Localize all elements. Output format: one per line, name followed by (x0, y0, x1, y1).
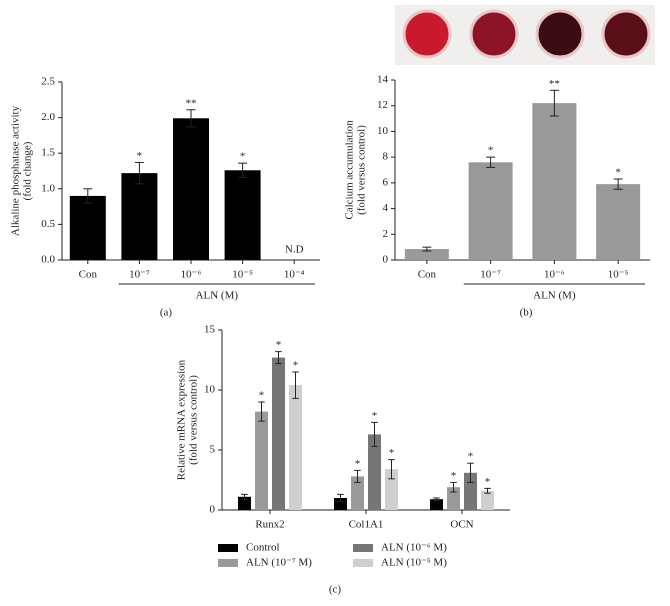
panel-label: (c) (329, 584, 342, 596)
legend-label: Control (246, 542, 280, 554)
y-tick-label: 2 (383, 228, 389, 240)
well (535, 9, 585, 59)
y-tick-label: 1.0 (41, 182, 55, 194)
bar (173, 118, 209, 260)
y-tick-label: 5 (210, 444, 216, 456)
panel-label: (a) (160, 307, 173, 319)
legend-swatch (218, 544, 238, 552)
bar (385, 469, 398, 510)
y-tick-label: 8 (383, 151, 389, 163)
y-tick-label: 2.5 (41, 76, 55, 88)
bar (289, 385, 302, 510)
bar (334, 498, 347, 510)
group-label: ALN (M) (196, 290, 239, 302)
well (469, 9, 519, 59)
x-tick-label: 10⁻⁷ (129, 269, 150, 281)
bar (596, 184, 641, 260)
y-tick-label: 10 (377, 125, 389, 137)
x-tick-label: Con (79, 269, 98, 281)
y-axis-label: (fold versus control) (356, 125, 368, 215)
x-tick-label: 10⁻⁴ (284, 269, 305, 281)
significance-label: ** (186, 97, 197, 109)
annotation: N.D (285, 244, 304, 256)
x-tick-label: OCN (450, 519, 473, 531)
x-tick-label: Runx2 (255, 519, 284, 531)
y-tick-label: 0.0 (41, 254, 55, 266)
y-axis-label: Alkaline phosphatase activity (10, 105, 22, 236)
significance-label: * (293, 360, 299, 372)
y-tick-label: 6 (383, 176, 389, 188)
bar (468, 162, 513, 260)
significance-label: * (372, 410, 378, 422)
bar (224, 170, 261, 260)
y-tick-label: 10 (204, 384, 216, 396)
well (402, 9, 452, 59)
y-tick-label: 1.5 (41, 147, 55, 159)
bar (351, 476, 364, 510)
significance-label: ** (549, 78, 560, 90)
y-tick-label: 0 (210, 504, 216, 516)
x-tick-label: 10⁻⁷ (480, 269, 501, 281)
bar (430, 499, 443, 510)
significance-label: * (468, 451, 474, 463)
x-tick-label: 10⁻⁵ (232, 269, 253, 281)
significance-label: * (259, 390, 265, 402)
y-axis-label: (fold change) (22, 141, 34, 200)
well (601, 9, 651, 59)
x-tick-label: Con (418, 269, 437, 281)
well-photo (395, 5, 655, 65)
significance-label: * (488, 145, 494, 157)
legend-swatch (353, 544, 373, 552)
x-tick-label: 10⁻⁵ (608, 269, 629, 281)
x-tick-label: 10⁻⁶ (544, 269, 565, 281)
legend-swatch (353, 559, 373, 567)
significance-label: * (355, 458, 361, 470)
bar (404, 249, 449, 260)
significance-label: * (615, 167, 621, 179)
bar (368, 434, 381, 510)
bar (69, 195, 106, 260)
y-tick-label: 12 (377, 99, 388, 111)
bar (272, 357, 285, 510)
legend-swatch (218, 559, 238, 567)
bar (532, 103, 577, 261)
legend-label: ALN (10⁻⁵ M) (381, 557, 447, 569)
significance-label: * (389, 447, 395, 459)
x-tick-label: Col1A1 (349, 519, 384, 531)
significance-label: * (485, 476, 491, 488)
y-tick-label: 4 (383, 202, 389, 214)
y-tick-label: 0 (383, 254, 389, 266)
bar (481, 490, 494, 510)
bar (121, 173, 158, 260)
group-label: ALN (M) (533, 290, 576, 302)
y-tick-label: 0.5 (41, 218, 55, 230)
bar (255, 411, 268, 510)
y-tick-label: 14 (377, 74, 389, 86)
panel-label: (b) (520, 307, 533, 319)
y-axis-label: Calcium accumulation (344, 120, 356, 220)
x-tick-label: 10⁻⁶ (181, 269, 202, 281)
legend-label: ALN (10⁻⁷ M) (246, 557, 312, 569)
bar (238, 496, 251, 510)
significance-label: * (240, 151, 246, 163)
legend-label: ALN (10⁻⁶ M) (381, 542, 447, 554)
significance-label: * (276, 339, 282, 351)
significance-label: * (137, 150, 143, 162)
y-tick-label: 2.0 (41, 111, 55, 123)
y-tick-label: 15 (204, 324, 216, 336)
bar (447, 487, 460, 510)
y-axis-label: Relative mRNA expression (176, 359, 188, 480)
significance-label: * (451, 470, 457, 482)
y-axis-label: (fold versus control) (188, 375, 200, 465)
